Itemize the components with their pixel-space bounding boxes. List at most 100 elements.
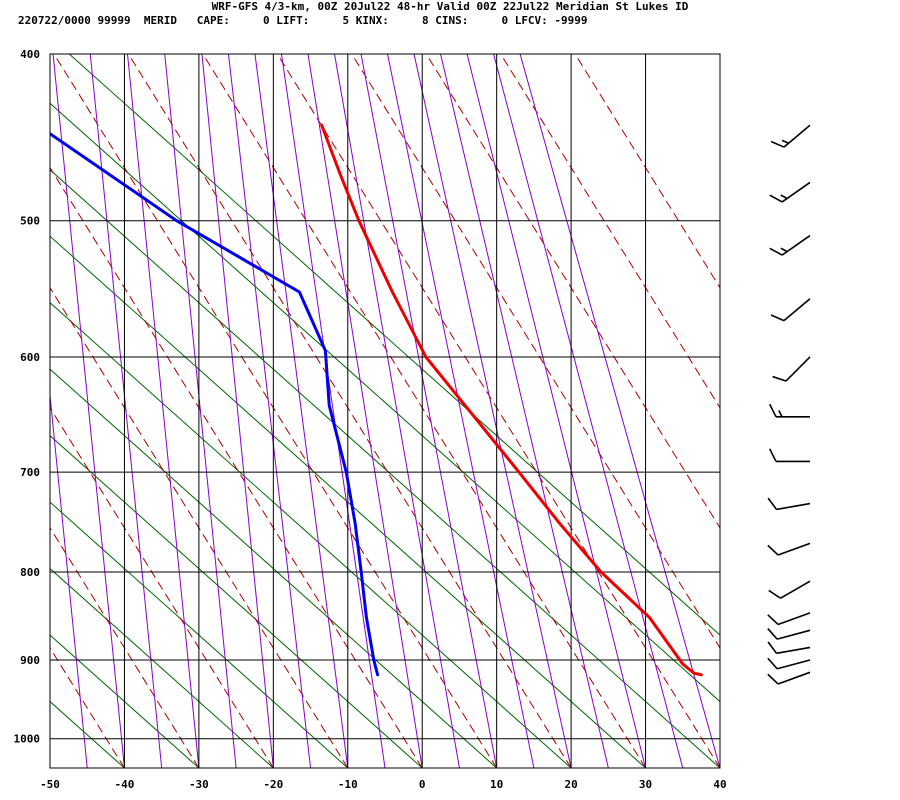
wind-barb-staff xyxy=(781,181,811,203)
wind-barb xyxy=(769,181,811,203)
dry-adiabat-line xyxy=(276,54,720,768)
wind-barb-flag xyxy=(768,448,777,462)
x-tick-label: 40 xyxy=(713,778,726,791)
wind-barb-flag xyxy=(767,628,778,640)
y-tick-label: 500 xyxy=(20,215,40,228)
wind-barb-flag xyxy=(768,589,781,599)
dewpoint-line xyxy=(50,132,380,677)
moist-adiabat-line xyxy=(387,54,535,768)
wind-barb xyxy=(767,641,811,655)
wind-barb-flag xyxy=(767,673,779,685)
wind-barb-flag xyxy=(769,247,783,256)
x-tick-label: -20 xyxy=(263,778,283,791)
wind-barb xyxy=(768,448,810,463)
wind-barb-staff xyxy=(777,542,811,556)
stability-indices: 220722/0000 99999 MERID CAPE: 0 LIFT: 5 … xyxy=(18,14,588,27)
wind-barb xyxy=(767,497,811,511)
dry-adiabat-line xyxy=(351,54,720,649)
y-tick-labels: 400 500 600 700 800 900 1000 xyxy=(14,48,41,746)
moist-adiabat-line xyxy=(360,54,498,768)
y-tick-label: 600 xyxy=(20,351,40,364)
wind-barb-staff xyxy=(785,356,811,382)
moist-adiabat-line xyxy=(0,54,13,768)
chart-title: WRF-GFS 4/3-km, 00Z 20Jul22 48-hr Valid … xyxy=(211,0,689,13)
isotherm-line xyxy=(50,700,125,768)
dry-adiabat-lines xyxy=(50,54,720,768)
wind-barb-staff xyxy=(777,671,811,685)
wind-barb xyxy=(770,124,811,148)
wind-barb xyxy=(768,403,810,418)
isotherm-line xyxy=(50,102,720,703)
wind-barb-staff xyxy=(776,659,811,670)
moist-adiabat-line xyxy=(307,54,423,768)
y-tick-label: 400 xyxy=(20,48,40,61)
profile-lines xyxy=(50,123,703,677)
dry-adiabat-line xyxy=(53,54,498,768)
wind-barb xyxy=(767,628,811,640)
dry-adiabat-line xyxy=(500,54,720,409)
dry-adiabat-line xyxy=(574,54,720,289)
x-tick-label: 20 xyxy=(564,778,577,791)
wind-barb-flag xyxy=(767,657,778,670)
x-tick-labels: -50 -40 -30 -20 -10 0 10 20 30 40 xyxy=(40,778,727,791)
wind-barb-flag xyxy=(778,410,783,418)
grid-lines xyxy=(50,54,720,768)
dry-adiabat-line xyxy=(50,526,200,768)
moist-adiabat-line xyxy=(334,54,460,768)
wind-barb xyxy=(767,542,811,556)
temperature-line xyxy=(320,123,703,677)
moist-adiabat-line xyxy=(466,54,647,768)
wind-barb-flag xyxy=(767,614,779,626)
dry-adiabat-line xyxy=(425,54,720,529)
wind-barb-flag xyxy=(767,641,778,654)
wind-barb-flag xyxy=(772,375,787,382)
wind-barb xyxy=(767,612,811,626)
wind-barb-flag xyxy=(781,139,789,144)
wind-barb-flag xyxy=(780,247,788,253)
wind-barb-flag xyxy=(770,314,785,322)
wind-barb xyxy=(767,657,811,670)
moist-adiabat-line xyxy=(52,54,125,768)
moist-adiabat-line xyxy=(164,54,237,768)
wind-barb-staff xyxy=(777,612,811,626)
moist-adiabat-line xyxy=(89,54,163,768)
moist-adiabat-line xyxy=(126,54,200,768)
isotherm-line xyxy=(50,567,274,768)
wind-barb xyxy=(767,671,811,685)
isotherm-line xyxy=(50,501,349,768)
moist-adiabat-lines xyxy=(0,54,720,768)
y-tick-label: 800 xyxy=(20,566,40,579)
isotherm-line xyxy=(50,302,572,768)
wind-barb-flag xyxy=(780,194,788,200)
wind-barb-staff xyxy=(783,124,811,148)
wind-barb xyxy=(772,356,811,382)
wind-barb-staff xyxy=(781,234,811,256)
dry-adiabat-line xyxy=(202,54,646,768)
moist-adiabat-line xyxy=(519,54,720,768)
moist-adiabat-line xyxy=(493,54,684,768)
skewed-isotherm-lines xyxy=(50,54,720,768)
dry-adiabat-line xyxy=(50,646,125,768)
moist-adiabat-line xyxy=(50,390,88,768)
wind-barbs xyxy=(767,124,811,685)
wind-barb-flag xyxy=(767,497,778,510)
x-tick-label: -10 xyxy=(338,778,358,791)
x-tick-label: -50 xyxy=(40,778,60,791)
moist-adiabat-line xyxy=(227,54,312,768)
x-tick-label: -40 xyxy=(115,778,135,791)
moist-adiabat-line xyxy=(440,54,609,768)
dry-adiabat-line xyxy=(50,406,274,768)
wind-barb-staff xyxy=(783,298,811,322)
moist-adiabat-line xyxy=(254,54,349,768)
dry-adiabat-line xyxy=(128,54,572,768)
isotherm-line xyxy=(50,368,497,768)
isotherm-line xyxy=(50,169,720,768)
wind-barb-staff xyxy=(780,580,811,599)
x-tick-label: -30 xyxy=(189,778,209,791)
wind-barb-flag xyxy=(767,544,779,556)
wind-barb xyxy=(768,580,811,599)
isotherm-line xyxy=(50,434,423,768)
moist-adiabat-line xyxy=(280,54,386,768)
wind-barb-flag xyxy=(769,194,783,203)
